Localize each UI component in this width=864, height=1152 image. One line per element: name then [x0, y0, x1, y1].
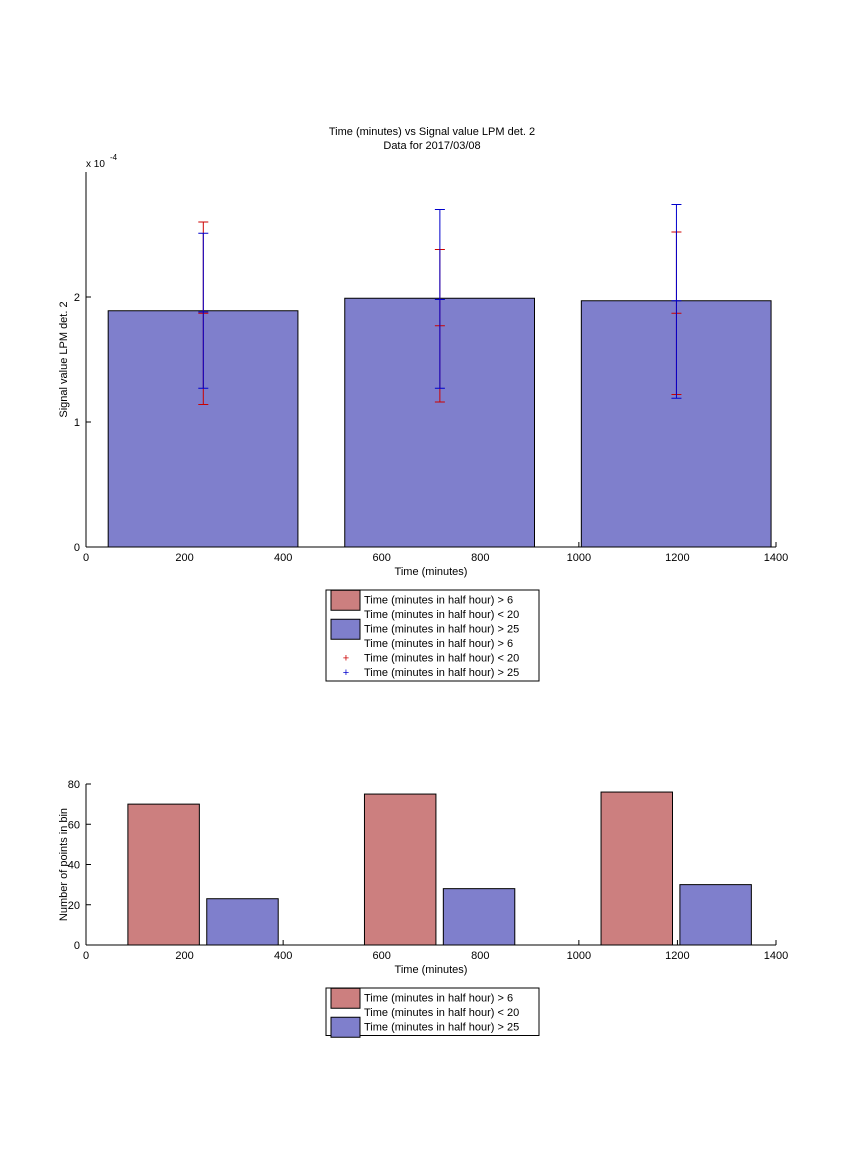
error-bar	[671, 204, 682, 399]
x-tick-label: 1400	[764, 552, 788, 564]
legend-label: Time (minutes in half hour) < 20	[364, 1007, 519, 1019]
legend-marker: +	[343, 667, 349, 679]
signal-chart: 0 200 400 600 800 1000 1200 1400 0 1 2 Time (minute…	[58, 153, 788, 578]
x-tick-label: 200	[175, 950, 193, 962]
legend-label: Time (minutes in half hour) < 20	[364, 652, 519, 664]
legend-label: Time (minutes in half hour) < 20	[364, 609, 519, 621]
x-tick-label: 200	[175, 552, 193, 564]
y-tick-label: 80	[68, 779, 80, 791]
y-tick-label: 0	[74, 542, 80, 554]
legend-swatch	[330, 987, 361, 1009]
y-tick-label: 2	[74, 292, 80, 304]
x-tick-label: 0	[83, 552, 89, 564]
x-tick-label: 1000	[567, 552, 591, 564]
x-tick-label: 600	[373, 950, 391, 962]
x-tick-label: 600	[373, 552, 391, 564]
bar	[127, 803, 200, 946]
x-tick-label: 1200	[665, 950, 689, 962]
y-tick-label: 20	[68, 900, 80, 912]
y-axis-label: Signal value LPM det. 2	[58, 301, 70, 417]
y-exponent-label: x 10	[86, 159, 105, 170]
chart-subtitle: Data for 2017/03/08	[383, 140, 480, 152]
legend-label: Time (minutes in half hour) > 25	[364, 623, 519, 635]
legend-box	[325, 987, 540, 1036]
x-tick-label: 400	[274, 950, 292, 962]
y-tick-label: 40	[68, 860, 80, 872]
bar	[363, 793, 437, 946]
legend-box	[325, 589, 540, 682]
x-tick-label: 0	[83, 950, 89, 962]
bar	[679, 884, 752, 946]
x-axis-label: Time (minutes)	[395, 964, 468, 976]
x-tick-label: 800	[471, 950, 489, 962]
x-tick-label: 1200	[665, 552, 689, 564]
y-tick-label: 60	[68, 819, 80, 831]
bar	[600, 791, 673, 946]
signal-legend: Time (minutes in half hour) > 6 Time (min…	[325, 589, 540, 682]
legend-label: Time (minutes in half hour) > 25	[364, 667, 519, 679]
chart-title: Time (minutes) vs Signal value LPM det. …	[329, 126, 535, 138]
legend-swatch	[330, 618, 361, 640]
bar	[206, 898, 279, 946]
legend-swatch	[330, 1016, 361, 1038]
legend-label: Time (minutes in half hour) > 6	[364, 992, 513, 1004]
y-axis-label: Number of points in bin	[58, 808, 70, 921]
legend-swatch	[330, 589, 361, 611]
x-tick-label: 1000	[567, 950, 591, 962]
x-tick-label: 400	[274, 552, 292, 564]
x-tick-label: 800	[471, 552, 489, 564]
legend-label: Time (minutes in half hour) > 6	[364, 638, 513, 650]
error-bar	[434, 209, 445, 389]
y-exponent-superscript: -4	[110, 153, 118, 162]
x-tick-label: 1400	[764, 950, 788, 962]
error-bar	[198, 232, 209, 389]
legend-label: Time (minutes in half hour) > 25	[364, 1021, 519, 1033]
count-chart: 0 200 400 600 800 1000 1200 1400 0 20 40 60 80 Time (…	[58, 779, 788, 976]
count-legend: Time (minutes in half hour) > 6 Time (min…	[325, 987, 540, 1038]
x-axis-label: Time (minutes)	[395, 566, 468, 578]
legend-marker: +	[343, 652, 349, 664]
legend-label: Time (minutes in half hour) > 6	[364, 594, 513, 606]
y-tick-label: 0	[74, 940, 80, 952]
bar	[442, 888, 516, 946]
y-tick-label: 1	[74, 417, 80, 429]
